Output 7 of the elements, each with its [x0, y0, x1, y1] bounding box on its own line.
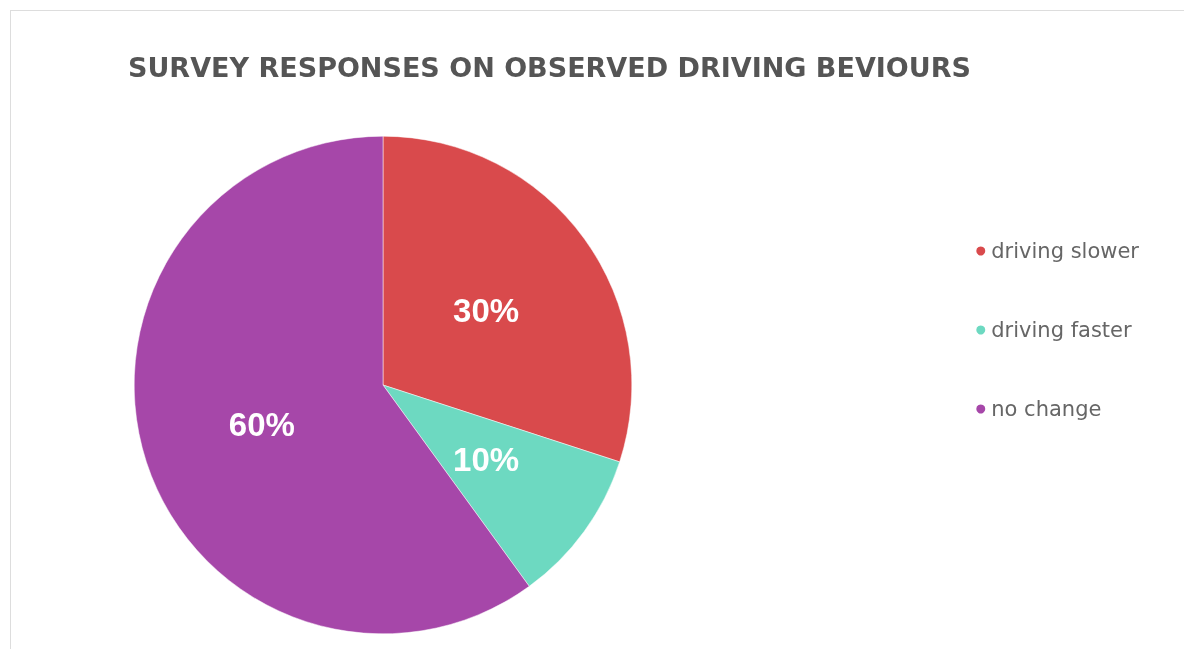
legend-label: driving slower [991, 239, 1140, 263]
data-label: 30% [453, 291, 520, 329]
chart-title: SURVEY RESPONSES ON OBSERVED DRIVING BEVIOURS [128, 52, 971, 83]
legend-label: no change [991, 397, 1102, 421]
data-label: 10% [453, 441, 520, 479]
data-label: 60% [228, 405, 295, 443]
legend-label: driving faster [991, 318, 1132, 342]
